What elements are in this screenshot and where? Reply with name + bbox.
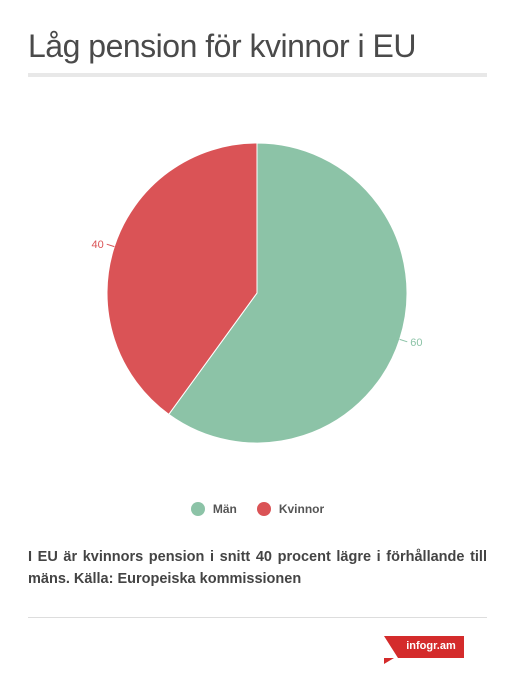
pie-slice-mn[interactable]: [168, 142, 408, 444]
infogram-logo-link[interactable]: infogr.am: [384, 636, 464, 664]
chart-title: Låg pension för kvinnor i EU: [28, 28, 417, 64]
pie-chart: 60 40: [91, 142, 423, 444]
logo-corner-shape: [384, 658, 394, 664]
legend-item-man[interactable]: Män: [190, 502, 237, 516]
logo-text: infogr.am: [406, 640, 456, 652]
legend-label-kvinnor: Kvinnor: [278, 502, 325, 516]
data-label-1: 40: [91, 239, 103, 251]
data-label-leader-1: [106, 243, 115, 248]
footer-divider: [28, 617, 487, 618]
legend-item-kvinnor[interactable]: Kvinnor: [256, 502, 325, 516]
logo-box: [398, 636, 464, 658]
logo-flag-shape: [384, 636, 398, 658]
data-label-leader-0: [399, 338, 408, 343]
chart-caption: I EU är kvinnors pension i snitt 40 proc…: [28, 549, 487, 587]
legend-swatch-kvinnor: [256, 502, 271, 516]
pie-slice-kvinnor[interactable]: [106, 142, 258, 416]
title-divider: [28, 73, 487, 77]
data-label-0: 60: [410, 337, 422, 349]
chart-legend: Män Kvinnor: [0, 502, 515, 516]
legend-label-man: Män: [212, 502, 237, 516]
legend-swatch-man: [190, 502, 205, 516]
